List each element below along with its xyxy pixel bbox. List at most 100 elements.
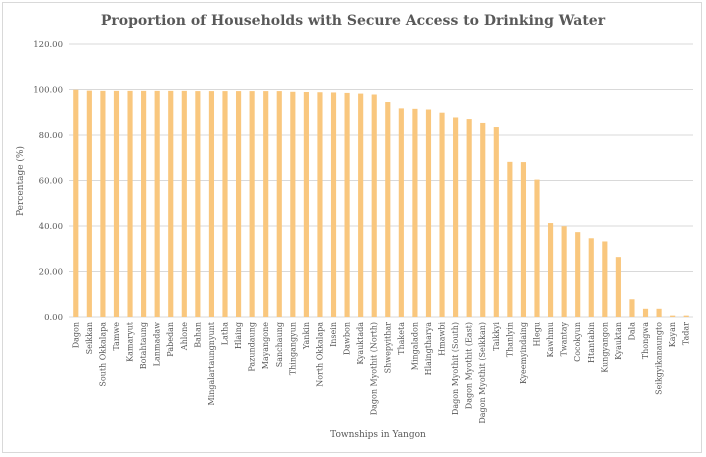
- y-tick-label: 0.00: [44, 313, 63, 323]
- x-tick-label: Mingalartaungnyunt: [207, 321, 216, 405]
- bars: [73, 89, 689, 318]
- bar: [466, 119, 472, 317]
- x-tick-label: Shwepyithar: [383, 322, 392, 374]
- y-tick-label: 60.00: [39, 177, 63, 187]
- y-tick-label: 80.00: [39, 131, 63, 141]
- x-tick-label: Dagon: [71, 322, 80, 348]
- x-tick-label: Thongwa: [641, 322, 650, 359]
- bar: [385, 102, 391, 317]
- bar: [670, 315, 676, 317]
- bar: [127, 90, 133, 318]
- bar: [561, 226, 567, 317]
- bar: [208, 91, 215, 317]
- bar: [290, 91, 296, 318]
- x-tick-label: Dagon Myothit (North): [370, 322, 379, 415]
- x-tick-label: Seikkan: [85, 322, 94, 354]
- x-tick-label: Yankin: [302, 322, 311, 350]
- x-tick-label: Kayan: [668, 322, 677, 347]
- x-axis-label: Townships in Yangon: [330, 430, 426, 440]
- x-tick-label: Kamaryut: [126, 321, 135, 362]
- x-tick-label: Kyauktada: [356, 322, 365, 365]
- bar: [317, 92, 323, 317]
- y-tick-label: 120.00: [33, 40, 63, 50]
- bar: [520, 162, 527, 317]
- bar: [113, 90, 120, 318]
- x-tick-label: Seikgyikanaungto: [655, 322, 664, 395]
- bar: [534, 179, 540, 317]
- bar: [371, 94, 377, 317]
- bar: [629, 299, 635, 317]
- x-tick-label: Thanlyin: [505, 322, 514, 357]
- x-axis-labels: Dagon Seikkan South Okkalapa Tamwe Kamaryut B…: [71, 321, 690, 423]
- bar: [358, 93, 364, 317]
- bar: [195, 91, 201, 317]
- x-tick-label: Tadar: [682, 322, 691, 345]
- bar: [73, 89, 79, 317]
- bar: [154, 90, 160, 318]
- x-tick-label: Pabedan: [166, 322, 175, 357]
- bar: [330, 92, 337, 318]
- x-tick-label: Sanchaung: [275, 322, 284, 367]
- x-tick-label: Kungyangon: [600, 322, 609, 373]
- x-tick-label: Hlaingtharya: [424, 322, 433, 376]
- bar: [602, 241, 608, 317]
- bar: [575, 232, 581, 317]
- bar-chart: Proportion of Households with Secure Acc…: [15, 13, 693, 440]
- bar: [480, 122, 486, 317]
- x-tick-label: Mingaladon: [410, 322, 419, 370]
- x-tick-label: Botahtaung: [139, 322, 148, 369]
- bar: [181, 90, 187, 318]
- bar: [588, 238, 594, 317]
- x-tick-label: North Okkalapa: [315, 322, 324, 387]
- x-tick-label: Ahlone: [180, 322, 189, 351]
- x-tick-label: Hlegu: [533, 322, 542, 347]
- x-tick-label: Bahan: [193, 322, 202, 348]
- y-tick-label: 20.00: [39, 268, 63, 278]
- gridlines: [69, 43, 693, 318]
- bar: [168, 90, 174, 318]
- x-tick-label: Twantay: [560, 322, 569, 357]
- bar: [100, 90, 106, 318]
- bar: [276, 91, 282, 317]
- x-tick-label: Latha: [221, 322, 230, 345]
- x-tick-label: Dala: [627, 322, 636, 341]
- x-tick-label: Dagon Myothit (Seikkan): [478, 322, 487, 424]
- x-tick-label: Hlaing: [234, 322, 243, 349]
- bar: [642, 308, 649, 317]
- x-tick-label: Taikkyi: [492, 322, 501, 351]
- chart-title: Proportion of Households with Secure Acc…: [101, 13, 606, 29]
- x-tick-label: Dagon Myothit (East): [465, 322, 474, 409]
- bar: [86, 90, 92, 317]
- y-axis-label: Percentage (%): [15, 146, 26, 216]
- x-tick-label: Kyeemyindaing: [519, 322, 528, 384]
- bar: [547, 223, 554, 317]
- x-tick-label: Pazundaung: [248, 322, 257, 372]
- x-tick-label: Dawbon: [343, 322, 352, 355]
- y-axis-ticks: 0.00 20.00 40.00 60.00 80.00 100.00 120.00: [33, 40, 63, 323]
- y-tick-label: 40.00: [39, 222, 63, 232]
- bar: [493, 127, 499, 317]
- x-tick-label: Thingangyun: [288, 322, 297, 375]
- bar: [303, 92, 309, 317]
- bar: [344, 92, 350, 317]
- bar: [656, 308, 662, 317]
- x-tick-label: Lanmadaw: [153, 322, 162, 366]
- bar: [398, 108, 404, 317]
- bar: [507, 161, 513, 317]
- bar: [235, 91, 242, 317]
- bar: [263, 91, 269, 317]
- x-tick-label: Kawhmu: [546, 322, 555, 357]
- x-tick-label: Mayangone: [261, 322, 270, 369]
- x-tick-label: Htantabin: [587, 322, 596, 363]
- x-tick-label: Kyauktan: [614, 322, 623, 360]
- bar: [222, 91, 228, 317]
- chart-frame: Proportion of Households with Secure Acc…: [2, 2, 702, 453]
- x-tick-label: South Okkalapa: [98, 322, 107, 387]
- x-tick-label: Thaketa: [397, 322, 406, 355]
- x-tick-label: Insein: [329, 322, 338, 347]
- bar: [425, 109, 432, 318]
- bar: [615, 257, 621, 317]
- bar: [412, 108, 418, 318]
- bar: [249, 91, 255, 317]
- x-tick-label: Dagon Myothit (South): [451, 322, 460, 415]
